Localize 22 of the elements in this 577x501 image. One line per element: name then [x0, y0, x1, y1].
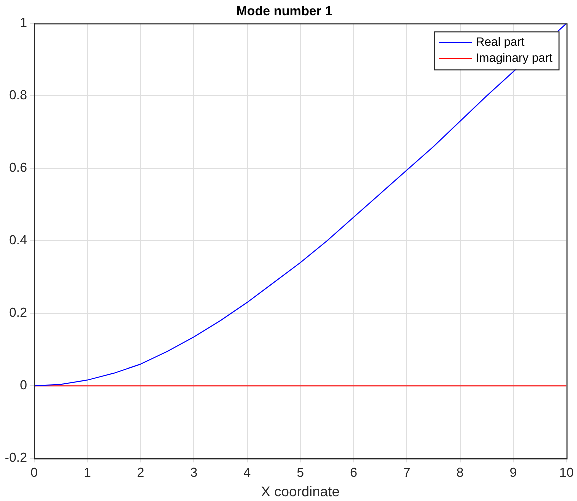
legend-label: Real part — [476, 34, 526, 49]
x-tick-label: 7 — [403, 464, 411, 480]
y-tick-label: 0.4 — [9, 232, 28, 248]
x-axis-title: X coordinate — [261, 483, 340, 500]
y-tick-label: 0 — [20, 378, 28, 393]
y-tick-label: -0.2 — [4, 450, 28, 466]
x-tick-label: 1 — [84, 464, 92, 480]
x-tick-label: 10 — [560, 464, 574, 480]
x-tick-label: 2 — [137, 464, 144, 480]
y-tick-label: 1 — [20, 15, 28, 30]
x-tick-label: 0 — [30, 464, 38, 480]
y-tick-label: 0.8 — [9, 88, 28, 103]
y-tick-label: 0.2 — [9, 305, 28, 320]
x-tick-label: 8 — [456, 464, 464, 480]
y-tick-label: 0.6 — [9, 160, 28, 176]
legend-label: Imaginary part — [476, 50, 554, 65]
x-tick-label: 6 — [350, 464, 358, 480]
x-tick-label: 9 — [510, 464, 518, 480]
x-tick-label: 5 — [296, 464, 304, 480]
x-tick-label: 3 — [190, 464, 198, 480]
chart-title: Mode number 1 — [236, 3, 333, 18]
x-tick-label: 4 — [244, 464, 251, 480]
